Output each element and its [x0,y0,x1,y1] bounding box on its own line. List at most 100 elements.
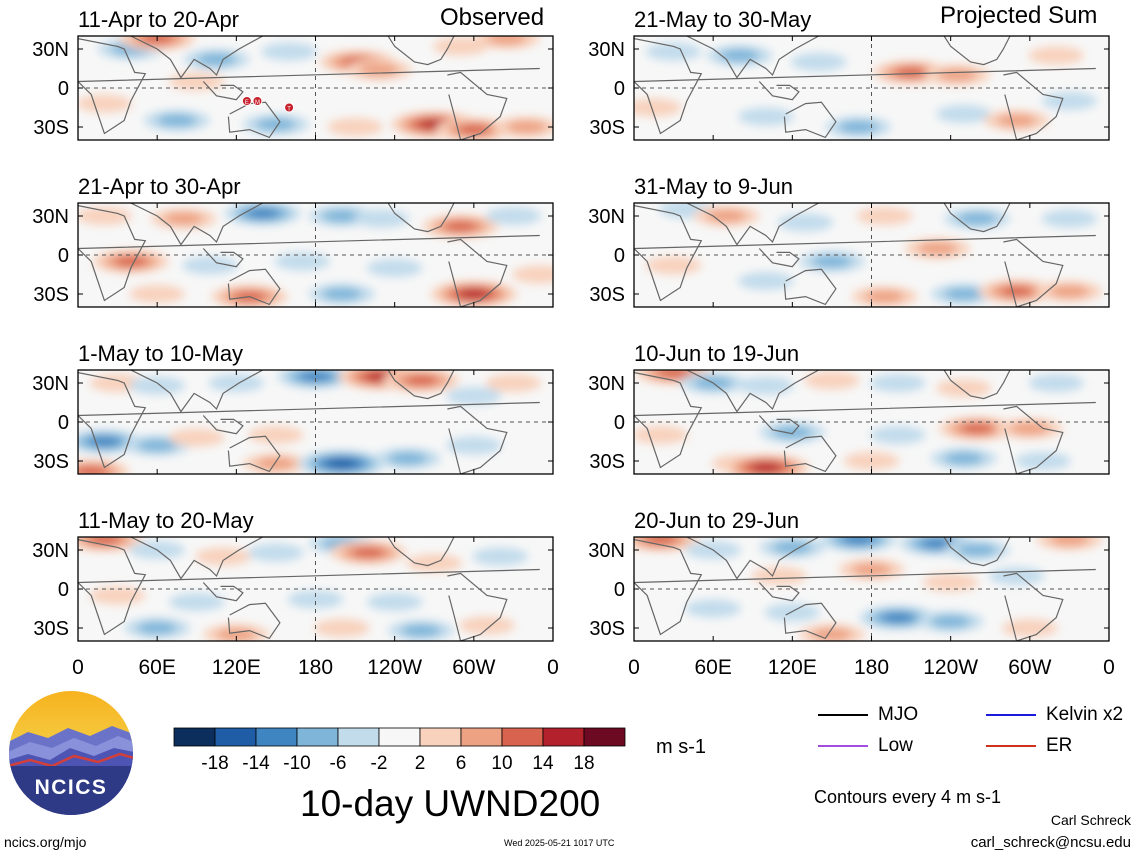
coastlines [634,36,1096,140]
anomaly-contour [182,256,238,275]
anomaly-contour [738,271,794,291]
y-tick-label: 0 [58,245,69,267]
anomaly-contour [459,289,489,299]
anomaly-contour [960,423,994,434]
wave-marker: E [241,96,252,106]
y-tick-label: 30N [32,39,69,61]
x-tick-label: 0 [1103,656,1115,679]
colorbar-label: -10 [283,753,310,774]
anomaly-contour [685,599,741,618]
anomaly-contour [764,603,821,622]
y-tick-label: 30N [32,540,69,562]
y-tick-label: 0 [614,78,625,100]
anomaly-contour [327,117,383,137]
anomaly-contour [137,621,177,635]
anomaly-contour [922,573,979,592]
anomaly-contour [446,436,502,455]
anomaly-contour [88,436,121,447]
wave-marker: M [252,96,263,106]
units-label: m s-1 [656,736,706,758]
x-tick-label: 0 [547,656,559,679]
anomaly-contour [996,114,1037,127]
anomaly-contour [772,426,813,439]
map-panel: E M T 30N 0 30S 11-Apr to 20-Apr [32,7,554,141]
y-tick-label: 30S [33,284,69,306]
y-tick-label: 30N [588,540,625,562]
anomaly-contour [129,376,185,395]
y-tick-label: 30S [33,117,69,139]
anomaly-contour [472,547,529,566]
anomaly-contour [812,255,852,268]
colorbar-swatch [460,727,503,747]
coastlines [78,537,540,641]
colorbar-swatch [337,727,380,747]
anomaly-contour [195,547,251,566]
colorbar-swatch [214,727,257,747]
wave-marker: T [284,102,295,113]
y-tick-label: 0 [58,412,69,434]
colorbar-label: -6 [330,753,347,774]
y-tick-label: 30S [589,284,625,306]
coastlines [634,203,1096,307]
anomaly-contour [812,628,852,641]
anomaly-contour [401,624,441,637]
period-label: 21-Apr to 30-Apr [78,174,241,199]
colorbar-label: 10 [491,753,512,774]
colorbar-swatch [378,727,421,747]
colorbar-swatch [501,727,544,747]
anomaly-contour [404,375,438,386]
anomaly-contour [114,256,148,267]
anomaly-contour [485,206,542,226]
anomaly-contour [78,206,133,226]
logo-text: NCICS [35,776,108,799]
y-tick-label: 30N [588,373,625,395]
anomaly-contour [944,452,984,465]
anomaly-contour [246,208,280,219]
anomaly-contour [506,120,547,134]
legend-label-er: ER [1046,735,1073,756]
colorbar-label: -18 [201,753,228,774]
colorbar-label: 14 [532,753,554,774]
anomaly-contour [366,592,423,612]
anomaly-contour [870,373,926,393]
anomaly-contour [1028,46,1085,65]
colorbar-swatch [255,727,298,747]
y-tick-label: 0 [58,579,69,601]
author-email[interactable]: carl_schreck@ncsu.edu [970,834,1131,851]
anomaly-contour [1049,537,1090,546]
legend-line-mjo [818,714,868,716]
site-url[interactable]: ncics.org/mjo [4,834,87,850]
y-tick-label: 30N [588,39,625,61]
y-tick-label: 30N [32,206,69,228]
colorbar: -18 -14 -10 -6 -2 2 6 10 14 18 [173,727,626,774]
anomaly-contour [838,120,879,134]
anomaly-contour [1000,286,1034,297]
legend-label-kelvin: Kelvin x2 [1046,704,1124,725]
anomaly-contour [804,371,860,390]
map-panel: 30N 0 30S 31-May to 9-Jun [588,174,1110,308]
coastlines [634,370,1096,474]
legend-label-mjo: MJO [878,704,919,725]
coastlines [78,203,540,307]
colorbar-swatch [419,727,462,747]
anomaly-contour [644,537,677,545]
anomaly-contour [322,209,362,223]
contour-note: Contours every 4 m s-1 [814,787,1002,807]
anomaly-contour [657,370,690,378]
map-panel: 30N 0 30S 20-Jun to 29-Jun [588,508,1110,642]
anomaly-contour [634,425,689,445]
observed-label: Observed [440,4,545,31]
anomaly-contour [446,386,502,406]
x-tick-label: 60E [138,656,175,679]
anomaly-contour [856,206,913,226]
coastlines [78,370,540,474]
x-tick-label: 120W [923,656,978,679]
anomaly-contour [719,49,760,62]
map-panel: 30N 0 30S 11-May to 20-May [32,508,554,642]
anomaly-contour [388,452,428,465]
anomaly-contour [790,52,847,72]
coastlines [634,537,1096,641]
coastlines [78,36,540,140]
map-panel: 30N 0 30S 21-May to 30-May [588,7,1110,141]
colorbar-swatch [542,727,585,747]
